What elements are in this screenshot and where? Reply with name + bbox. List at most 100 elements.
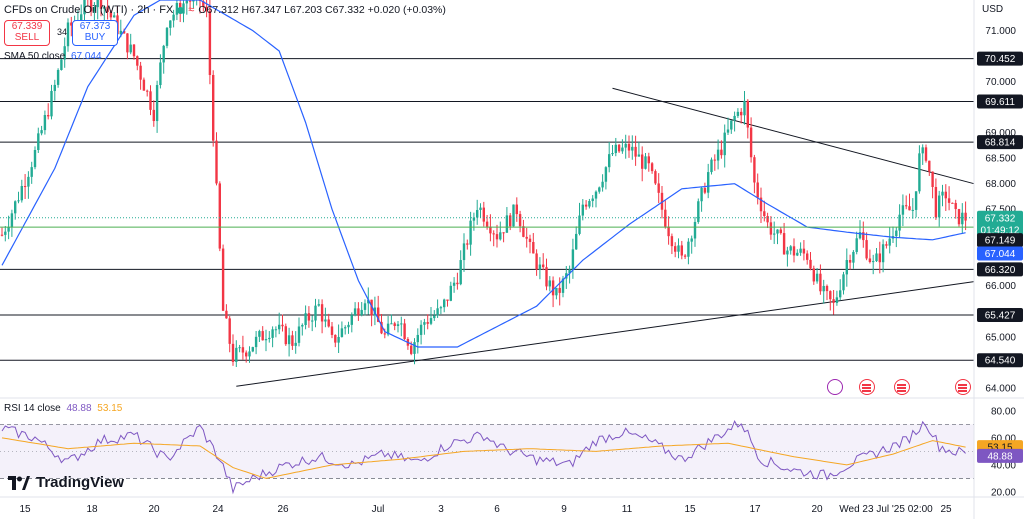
candle-body (644, 156, 647, 169)
trendline-support (236, 281, 975, 387)
level-tag-label: 69.611 (985, 97, 1015, 108)
candle-body (294, 342, 297, 346)
buy-button[interactable]: 67.373 BUY (72, 20, 118, 46)
candle-body (782, 233, 786, 255)
candle-body (403, 323, 406, 340)
candle-body (707, 172, 710, 193)
candle-body (320, 304, 324, 322)
candle-body (829, 291, 832, 300)
candle-body (56, 69, 60, 85)
candle-body (674, 246, 677, 252)
candle-body (796, 252, 799, 256)
price-tick-label: 70.000 (985, 77, 1016, 88)
level-tag-label: 70.452 (985, 54, 1016, 65)
candle-body (350, 315, 353, 325)
candle-body (839, 290, 842, 298)
candle-body (489, 226, 492, 234)
level-tag-label: 68.814 (985, 138, 1016, 149)
crosshair-time-label: Wed 23 Jul '25 02:00 (839, 504, 933, 515)
candle-body (825, 285, 829, 292)
candle-body (43, 115, 47, 131)
us-flag-event-icon[interactable] (955, 379, 971, 395)
tradingview-logo-icon (8, 475, 30, 490)
price-tick-label: 68.000 (985, 179, 1016, 190)
candle-body (251, 347, 254, 352)
candle-body (155, 85, 159, 122)
candle-body (924, 147, 928, 161)
time-tick-label: 26 (277, 504, 289, 515)
candle-body (4, 231, 7, 235)
candle-body (584, 204, 588, 207)
candle-body (657, 183, 660, 193)
candle-body (776, 229, 779, 234)
time-tick-label: 6 (494, 504, 500, 515)
candle-body (99, 0, 103, 9)
symbol-title[interactable]: CFDs on Crude Oil (WTI) · 2h · FX (4, 4, 174, 16)
candle-body (575, 233, 578, 250)
level-tag (977, 307, 1023, 322)
candle-body (70, 22, 73, 26)
level-tag-label: 64.540 (985, 356, 1016, 367)
sell-button[interactable]: 67.339 SELL (4, 20, 50, 46)
time-tick-label: 24 (212, 504, 224, 515)
tradingview-logo[interactable]: TradingView (8, 474, 124, 491)
candle-body (307, 313, 311, 321)
candle-body (456, 282, 459, 285)
candle-body (806, 253, 809, 260)
candle-body (542, 264, 545, 268)
candle-body (802, 248, 806, 254)
candle-body (472, 217, 476, 221)
candle-body (311, 320, 314, 322)
candle-body (934, 186, 938, 218)
candle-body (690, 238, 693, 242)
candle-body (594, 191, 598, 199)
candle-body (938, 195, 941, 218)
event-bolt-icon[interactable] (827, 379, 843, 395)
time-tick-label: 9 (561, 504, 567, 515)
candle-body (284, 326, 287, 345)
candle-body (93, 7, 96, 12)
level-tag-label: 65.427 (985, 310, 1016, 321)
level-tag (977, 94, 1023, 109)
currency-selector[interactable]: USD (982, 4, 1004, 15)
candle-body (113, 15, 116, 18)
price-tick-label: 68.500 (985, 154, 1016, 165)
candle-body (502, 232, 505, 234)
candle-body (753, 157, 756, 183)
sma-legend[interactable]: SMA 50 close 67.044 (4, 51, 102, 62)
candle-body (634, 146, 637, 157)
rsi-tick-label: 60.00 (991, 433, 1016, 444)
us-flag-event-icon[interactable] (894, 379, 910, 395)
level-tag (977, 262, 1023, 277)
candle-body (812, 268, 815, 282)
candle-body (911, 209, 914, 211)
candle-body (353, 308, 357, 316)
candle-body (931, 171, 934, 187)
candle-body (452, 282, 456, 286)
candle-body (202, 1, 205, 7)
candle-body (314, 305, 317, 321)
candle-body (677, 245, 680, 252)
candle-body (621, 147, 624, 152)
candle-body (941, 191, 944, 196)
rsi-line (1, 420, 966, 495)
candle-body (281, 324, 284, 327)
rsi-legend[interactable]: RSI 14 close 48.88 53.15 (4, 403, 122, 414)
candle-body (759, 197, 763, 212)
rsi-label: RSI 14 close (4, 403, 61, 414)
candle-body (63, 46, 66, 60)
us-flag-event-icon[interactable] (859, 379, 875, 395)
level-tag-label: 66.320 (985, 265, 1016, 276)
candle-body (885, 244, 888, 246)
candle-body (713, 159, 716, 161)
candle-body (459, 260, 462, 285)
price-axis-ticks: 71.000 70.000 69.000 68.500 68.000 67.500 66.0… (985, 26, 1016, 394)
candle-body (492, 233, 495, 235)
candle-body (340, 328, 344, 337)
candle-body (248, 351, 251, 357)
candle-body (835, 297, 839, 303)
rsi-value: 48.88 (66, 403, 92, 414)
candle-body (928, 160, 931, 172)
candle-body (598, 187, 601, 192)
